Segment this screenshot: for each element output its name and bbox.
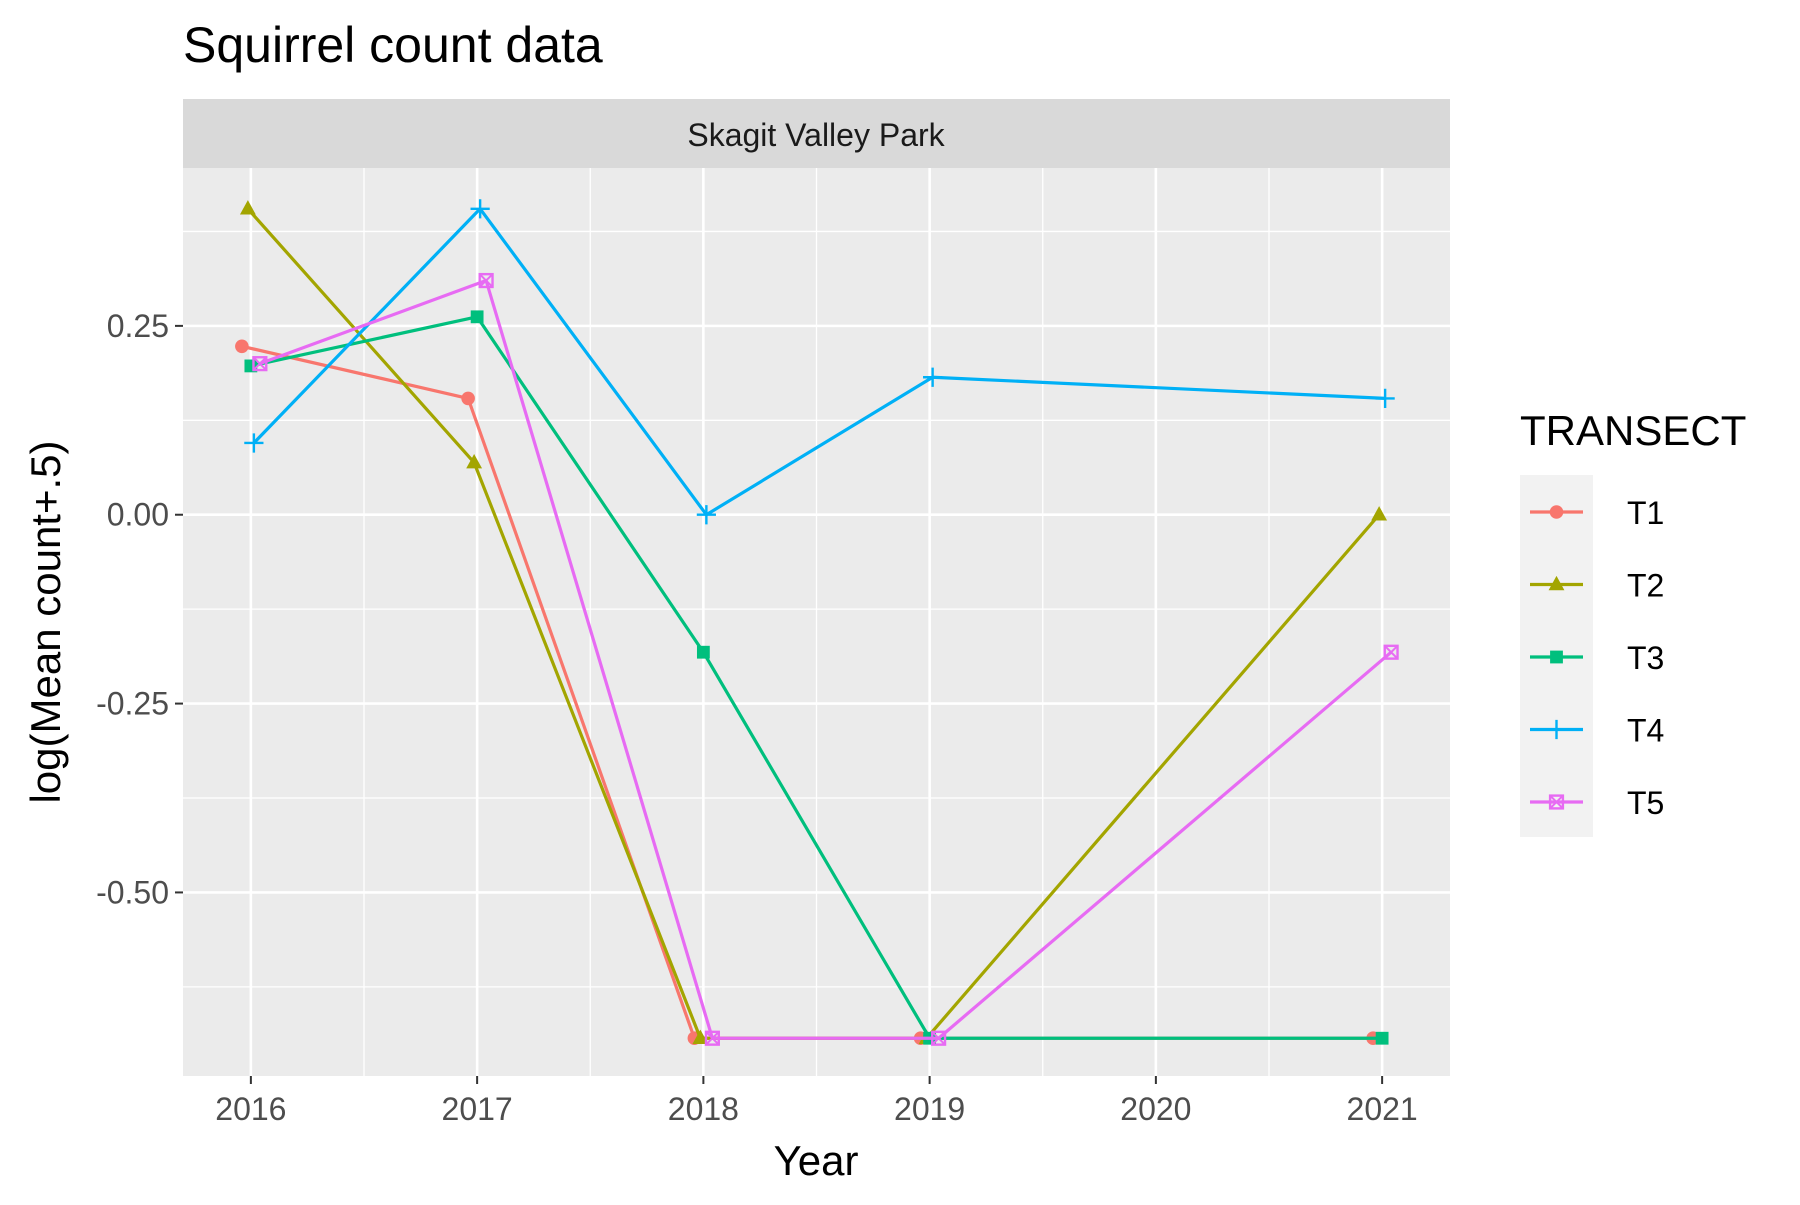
legend: TRANSECT T1 T2 T3 T4 T5 <box>1520 407 1746 837</box>
y-tick-label: 0.00 <box>107 497 169 533</box>
legend-item-T3: T3 <box>1530 640 1664 676</box>
point-marker <box>478 272 494 289</box>
series-T5 <box>252 272 1399 1046</box>
point-marker-cross <box>705 1031 720 1046</box>
point-marker <box>696 645 710 659</box>
point-marker <box>931 1030 947 1046</box>
legend-item-T2: T2 <box>1530 568 1664 604</box>
x-axis: 2016 2017 2018 2019 2020 2021 <box>215 1076 1418 1127</box>
point-marker <box>461 391 475 406</box>
point-marker <box>1549 505 1564 519</box>
point-marker-cross <box>479 273 494 288</box>
legend-title: TRANSECT <box>1520 407 1746 454</box>
y-axis: 0.25 0.00 -0.25 -0.50 <box>96 308 183 910</box>
legend-label: T2 <box>1627 568 1664 604</box>
legend-label: T4 <box>1627 713 1664 749</box>
y-tick-label: 0.25 <box>107 308 169 344</box>
series-T2 <box>239 200 1388 1044</box>
legend-items: T1 T2 T3 T4 T5 <box>1530 495 1664 821</box>
legend-label: T5 <box>1627 785 1664 821</box>
minor-grid <box>183 168 1450 1076</box>
point-marker <box>470 310 484 324</box>
x-tick-label: 2021 <box>1347 1091 1418 1127</box>
point-marker-cross <box>252 356 267 371</box>
facet-strip <box>183 99 1450 168</box>
major-grid <box>183 168 1450 1076</box>
point-marker <box>692 1029 709 1044</box>
legend-item-T1: T1 <box>1530 495 1664 531</box>
point-marker <box>239 200 256 215</box>
y-tick-label: -0.25 <box>96 686 169 722</box>
point-marker <box>470 199 490 219</box>
point-marker <box>1375 1031 1389 1045</box>
x-tick-label: 2020 <box>1120 1091 1191 1127</box>
series-T4 <box>244 199 1395 525</box>
x-tick-label: 2017 <box>442 1091 513 1127</box>
series-layer <box>235 199 1399 1046</box>
point-marker <box>1548 575 1565 591</box>
y-tick-label: -0.50 <box>96 874 169 910</box>
x-tick-label: 2019 <box>894 1091 965 1127</box>
point-marker <box>466 453 483 469</box>
point-marker <box>923 367 943 387</box>
x-axis-title: Year <box>774 1137 859 1184</box>
x-tick-label: 2018 <box>668 1091 739 1127</box>
legend-item-T4: T4 <box>1530 713 1664 749</box>
point-marker <box>1383 644 1399 660</box>
x-tick-label: 2016 <box>215 1091 286 1127</box>
point-marker <box>1548 794 1565 810</box>
point-marker <box>252 356 268 372</box>
legend-label: T1 <box>1627 495 1664 531</box>
facet-label: Skagit Valley Park <box>687 117 945 153</box>
point-marker <box>1546 719 1567 740</box>
point-marker-cross <box>1384 645 1399 660</box>
point-marker <box>704 1030 720 1046</box>
point-marker-cross <box>1549 794 1564 810</box>
chart-title: Squirrel count data <box>183 17 603 73</box>
point-marker-cross <box>931 1031 946 1046</box>
point-marker <box>235 339 249 354</box>
y-axis-title: log(Mean count+.5) <box>22 440 69 803</box>
legend-item-T5: T5 <box>1530 785 1664 821</box>
point-marker <box>696 505 716 525</box>
point-marker <box>1550 650 1563 664</box>
point-marker <box>1375 388 1395 408</box>
legend-label: T3 <box>1627 640 1664 676</box>
point-marker <box>1371 506 1388 521</box>
point-marker <box>244 433 264 453</box>
